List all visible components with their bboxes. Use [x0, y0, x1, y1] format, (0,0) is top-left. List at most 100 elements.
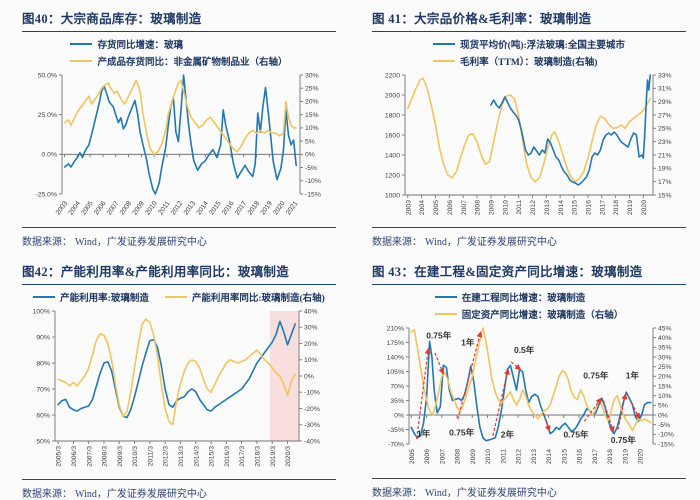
svg-text:35%: 35% — [658, 345, 672, 352]
svg-text:25%: 25% — [305, 86, 319, 93]
legend-item: 毛利率（TTM）：玻璃制造(右轴) — [433, 54, 597, 68]
legend-item: 现货平均价(吨):浮法玻璃:全国主要城市 — [433, 37, 625, 51]
svg-text:70%: 70% — [390, 383, 404, 390]
svg-text:70%: 70% — [36, 386, 50, 393]
svg-text:20%: 20% — [305, 99, 319, 106]
svg-text:140%: 140% — [387, 354, 404, 361]
svg-text:2006: 2006 — [447, 200, 454, 215]
svg-text:2016: 2016 — [585, 200, 592, 215]
source-text: Wind，广发证券发展研究中心 — [425, 237, 557, 248]
svg-text:2014: 2014 — [196, 200, 211, 217]
svg-text:2019: 2019 — [622, 449, 629, 464]
svg-text:-10%: -10% — [305, 178, 321, 185]
svg-text:2008/3: 2008/3 — [102, 446, 109, 467]
svg-text:175%: 175% — [387, 340, 404, 347]
svg-text:-5%: -5% — [658, 422, 670, 429]
svg-text:10%: 10% — [304, 357, 318, 364]
svg-text:2012: 2012 — [530, 200, 537, 215]
figure-43-title: 图 43：在建工程&固定资产同比增速：玻璃制造 — [372, 261, 686, 285]
svg-text:2014: 2014 — [558, 200, 565, 215]
svg-text:2003: 2003 — [405, 200, 412, 215]
svg-text:-40%: -40% — [304, 438, 320, 445]
svg-text:1600: 1600 — [385, 132, 400, 139]
svg-text:2013: 2013 — [544, 200, 551, 215]
svg-text:50.0%: 50.0% — [38, 72, 57, 79]
source-label: 数据来源： — [372, 237, 422, 248]
figure-40-source: 数据来源： Wind，广发证券发展研究中心 — [22, 227, 336, 248]
svg-text:29%: 29% — [658, 99, 672, 106]
svg-text:2009: 2009 — [132, 200, 147, 217]
svg-text:2018/3: 2018/3 — [255, 446, 262, 467]
svg-text:-15%: -15% — [658, 441, 674, 448]
svg-text:2006/3: 2006/3 — [71, 446, 78, 467]
svg-text:45%: 45% — [658, 325, 672, 332]
svg-text:0%: 0% — [304, 373, 314, 380]
svg-text:-5%: -5% — [305, 165, 317, 172]
svg-text:2200: 2200 — [385, 72, 400, 79]
svg-text:2017: 2017 — [599, 200, 606, 215]
svg-text:1400: 1400 — [385, 152, 400, 159]
svg-text:2012: 2012 — [170, 200, 185, 217]
svg-text:30%: 30% — [305, 72, 319, 79]
svg-text:50%: 50% — [36, 438, 50, 445]
svg-text:2006: 2006 — [93, 200, 108, 217]
figure-41-legend: 现货平均价(吨):浮法玻璃:全国主要城市毛利率（TTM）：玻璃制造(右轴) — [372, 37, 686, 68]
svg-text:2011: 2011 — [516, 200, 523, 215]
svg-text:2012/3: 2012/3 — [163, 446, 170, 467]
svg-text:-30%: -30% — [304, 422, 320, 429]
svg-text:2005/3: 2005/3 — [56, 446, 63, 467]
source-text: Wind，广发证券发展研究中心 — [425, 488, 557, 499]
svg-text:40%: 40% — [304, 308, 318, 315]
svg-text:90%: 90% — [36, 334, 50, 341]
legend-label: 产能利用率同比:玻璃制造(右轴) — [191, 294, 325, 304]
svg-text:2011: 2011 — [500, 449, 507, 464]
svg-text:5%: 5% — [658, 403, 668, 410]
svg-text:2009/3: 2009/3 — [117, 446, 124, 467]
svg-text:33%: 33% — [658, 72, 672, 79]
svg-text:2016: 2016 — [577, 449, 584, 464]
yellow-line-swatch — [70, 59, 93, 63]
svg-text:0.5年: 0.5年 — [514, 345, 535, 355]
yellow-line-swatch — [433, 59, 456, 63]
svg-text:2011/3: 2011/3 — [147, 446, 154, 467]
svg-text:2006: 2006 — [424, 449, 431, 464]
svg-text:23%: 23% — [658, 139, 672, 146]
yellow-line-swatch — [434, 312, 457, 316]
svg-text:2014: 2014 — [546, 449, 553, 464]
svg-text:2019: 2019 — [627, 200, 634, 215]
figure-41-panel: 图 41：大宗品价格&毛利率：玻璃制造 现货平均价(吨):浮法玻璃:全国主要城市… — [350, 0, 700, 253]
svg-text:19%: 19% — [658, 166, 672, 173]
svg-text:25%: 25% — [658, 126, 672, 133]
source-label: 数据来源： — [22, 489, 72, 500]
svg-text:30%: 30% — [658, 354, 672, 361]
figure-40-chart: 50.0% 25.0% 0.0% -25.0% 30% 25% 20% 15% 10% 5% 0% -… — [35, 72, 321, 217]
svg-text:0.75年: 0.75年 — [426, 330, 452, 340]
svg-text:35%: 35% — [390, 398, 404, 405]
svg-text:2016/3: 2016/3 — [224, 446, 231, 467]
figure-42-chart-area: 100% 90% 80% 70% 60% 50% 40% 30% 20% 10% 0% -10% -20… — [22, 305, 336, 478]
source-label: 数据来源： — [372, 488, 422, 499]
figure-40-legend: 存货同比增速：玻璃 产成品存货同比：非金属矿物制品业（右轴） — [22, 37, 336, 68]
svg-text:15%: 15% — [658, 383, 672, 390]
svg-text:2010/3: 2010/3 — [132, 446, 139, 467]
svg-text:1200: 1200 — [385, 172, 400, 179]
svg-text:2014/3: 2014/3 — [193, 446, 200, 467]
svg-text:-10%: -10% — [658, 432, 674, 439]
svg-text:2019/3: 2019/3 — [270, 446, 277, 467]
figure-41-title: 图 41：大宗品价格&毛利率：玻璃制造 — [372, 8, 686, 32]
svg-text:2020: 2020 — [638, 449, 645, 464]
figure-43-legend: 在建工程同比增速：玻璃制造 固定资产同比增速：玻璃制造（右轴） — [372, 290, 686, 321]
blue-line-swatch — [433, 42, 456, 46]
svg-text:2015: 2015 — [572, 200, 579, 215]
figure-41-source: 数据来源： Wind，广发证券发展研究中心 — [372, 227, 686, 248]
legend-label: 产能利用率:玻璃制造 — [60, 294, 149, 304]
svg-text:-20%: -20% — [304, 406, 320, 413]
svg-text:2009: 2009 — [488, 200, 495, 215]
svg-text:15%: 15% — [305, 112, 319, 119]
svg-text:60%: 60% — [36, 412, 50, 419]
legend-label: 现货平均价(吨):浮法玻璃:全国主要城市 — [460, 41, 625, 51]
svg-text:2017: 2017 — [592, 449, 599, 464]
svg-text:2004: 2004 — [419, 200, 426, 215]
svg-text:20%: 20% — [304, 341, 318, 348]
svg-text:2007: 2007 — [106, 200, 121, 217]
